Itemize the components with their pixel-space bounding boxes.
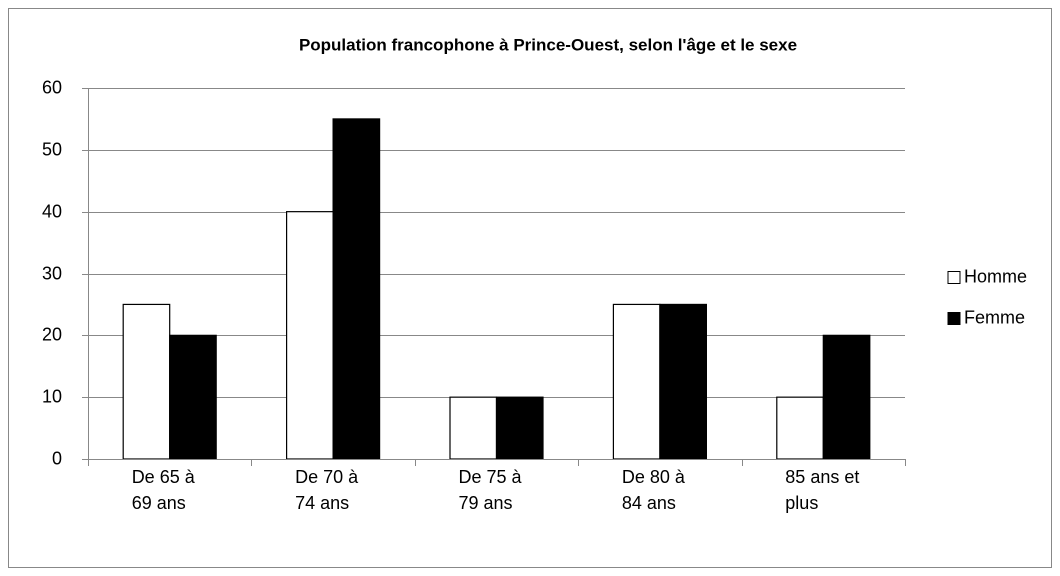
y-tick-label: 50 [42, 139, 62, 159]
y-tick-label: 20 [42, 324, 62, 344]
y-tick-label: 40 [42, 201, 62, 221]
bar [332, 118, 381, 460]
bar [612, 303, 661, 460]
chart-title: Population francophone à Prince-Ouest, s… [299, 35, 797, 54]
x-tick-label: De 80 à 84 ans [621, 467, 685, 513]
bar [495, 396, 544, 460]
x-tick-label: 85 ans et plus [785, 467, 860, 513]
bar [169, 334, 217, 460]
legend-swatch [947, 271, 961, 284]
bar [449, 396, 498, 460]
y-tick-label: 60 [42, 77, 62, 97]
chart-frame [8, 8, 1052, 568]
legend-label: Femme [964, 307, 1025, 327]
bar [822, 334, 871, 460]
bar [776, 396, 824, 460]
legend-swatch [947, 312, 961, 325]
bar [659, 303, 708, 460]
x-tick-label: De 65 à 69 ans [131, 467, 195, 513]
y-tick-label: 0 [52, 448, 62, 468]
y-tick-label: 10 [42, 386, 62, 406]
x-tick-label: De 75 à 79 ans [458, 467, 522, 513]
bar [122, 303, 171, 460]
x-tick-label: De 70 à 74 ans [295, 467, 359, 513]
legend-label: Homme [964, 266, 1027, 286]
bar [286, 211, 334, 460]
y-tick-label: 30 [42, 263, 62, 283]
